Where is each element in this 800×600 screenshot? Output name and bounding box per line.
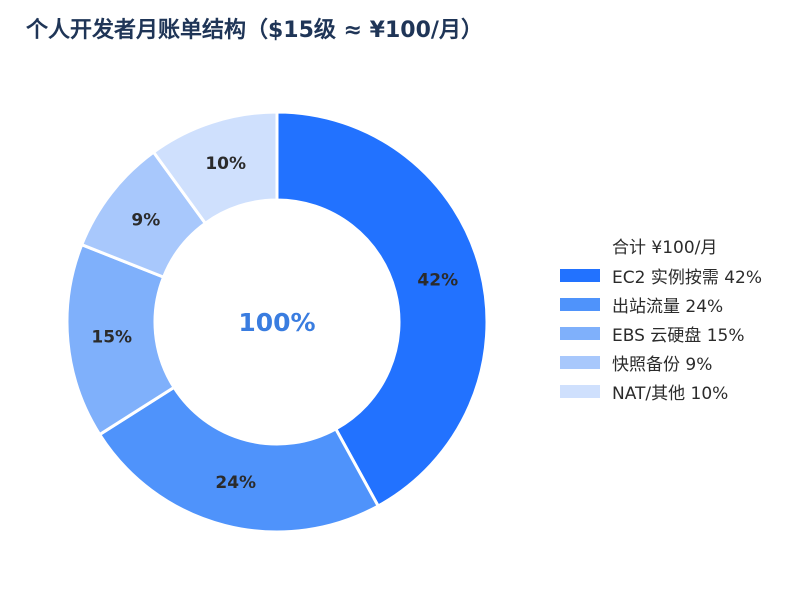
slice-1 xyxy=(275,110,489,509)
slice-2 xyxy=(97,385,381,534)
slice-label-3: 15% xyxy=(91,328,132,348)
legend-label-5: NAT/其他 10% xyxy=(612,384,729,404)
slice-group xyxy=(65,110,489,534)
slice-label-group: 42% 24% 15% 9% 10% xyxy=(91,154,458,493)
legend-item-4: 快照备份 9% xyxy=(560,348,762,377)
legend-swatch-5 xyxy=(560,385,600,398)
legend-swatch-4 xyxy=(560,356,600,369)
center-total-label: 100% xyxy=(238,308,315,337)
legend-label-1: EC2 实例按需 42% xyxy=(612,268,763,288)
legend-items: EC2 实例按需 42% 出站流量 24% EBS 云硬盘 15% 快照备份 9% NA… xyxy=(560,261,762,406)
slice-5 xyxy=(151,110,279,226)
slice-label-4: 9% xyxy=(131,210,160,230)
slice-label-5: 10% xyxy=(205,154,246,174)
legend-item-3: EBS 云硬盘 15% xyxy=(560,319,762,348)
chart-title: 个人开发者月账单结构（$15级 ≈ ¥100/月） xyxy=(26,18,483,43)
legend-swatch-1 xyxy=(560,269,600,282)
legend-title: 合计 ¥100/月 xyxy=(612,238,718,258)
legend-item-5: NAT/其他 10% xyxy=(560,377,762,406)
legend-swatch-2 xyxy=(560,298,600,311)
slice-label-2: 24% xyxy=(215,473,256,493)
legend-item-2: 出站流量 24% xyxy=(560,290,762,319)
slice-label-1: 42% xyxy=(417,271,458,291)
legend-label-3: EBS 云硬盘 15% xyxy=(612,326,745,346)
legend-swatch-3 xyxy=(560,327,600,340)
legend: 合计 ¥100/月 EC2 实例按需 42% 出站流量 24% EBS 云硬盘 15… xyxy=(560,235,762,406)
legend-label-4: 快照备份 9% xyxy=(612,355,713,375)
legend-label-2: 出站流量 24% xyxy=(612,297,724,317)
legend-item-1: EC2 实例按需 42% xyxy=(560,261,762,290)
